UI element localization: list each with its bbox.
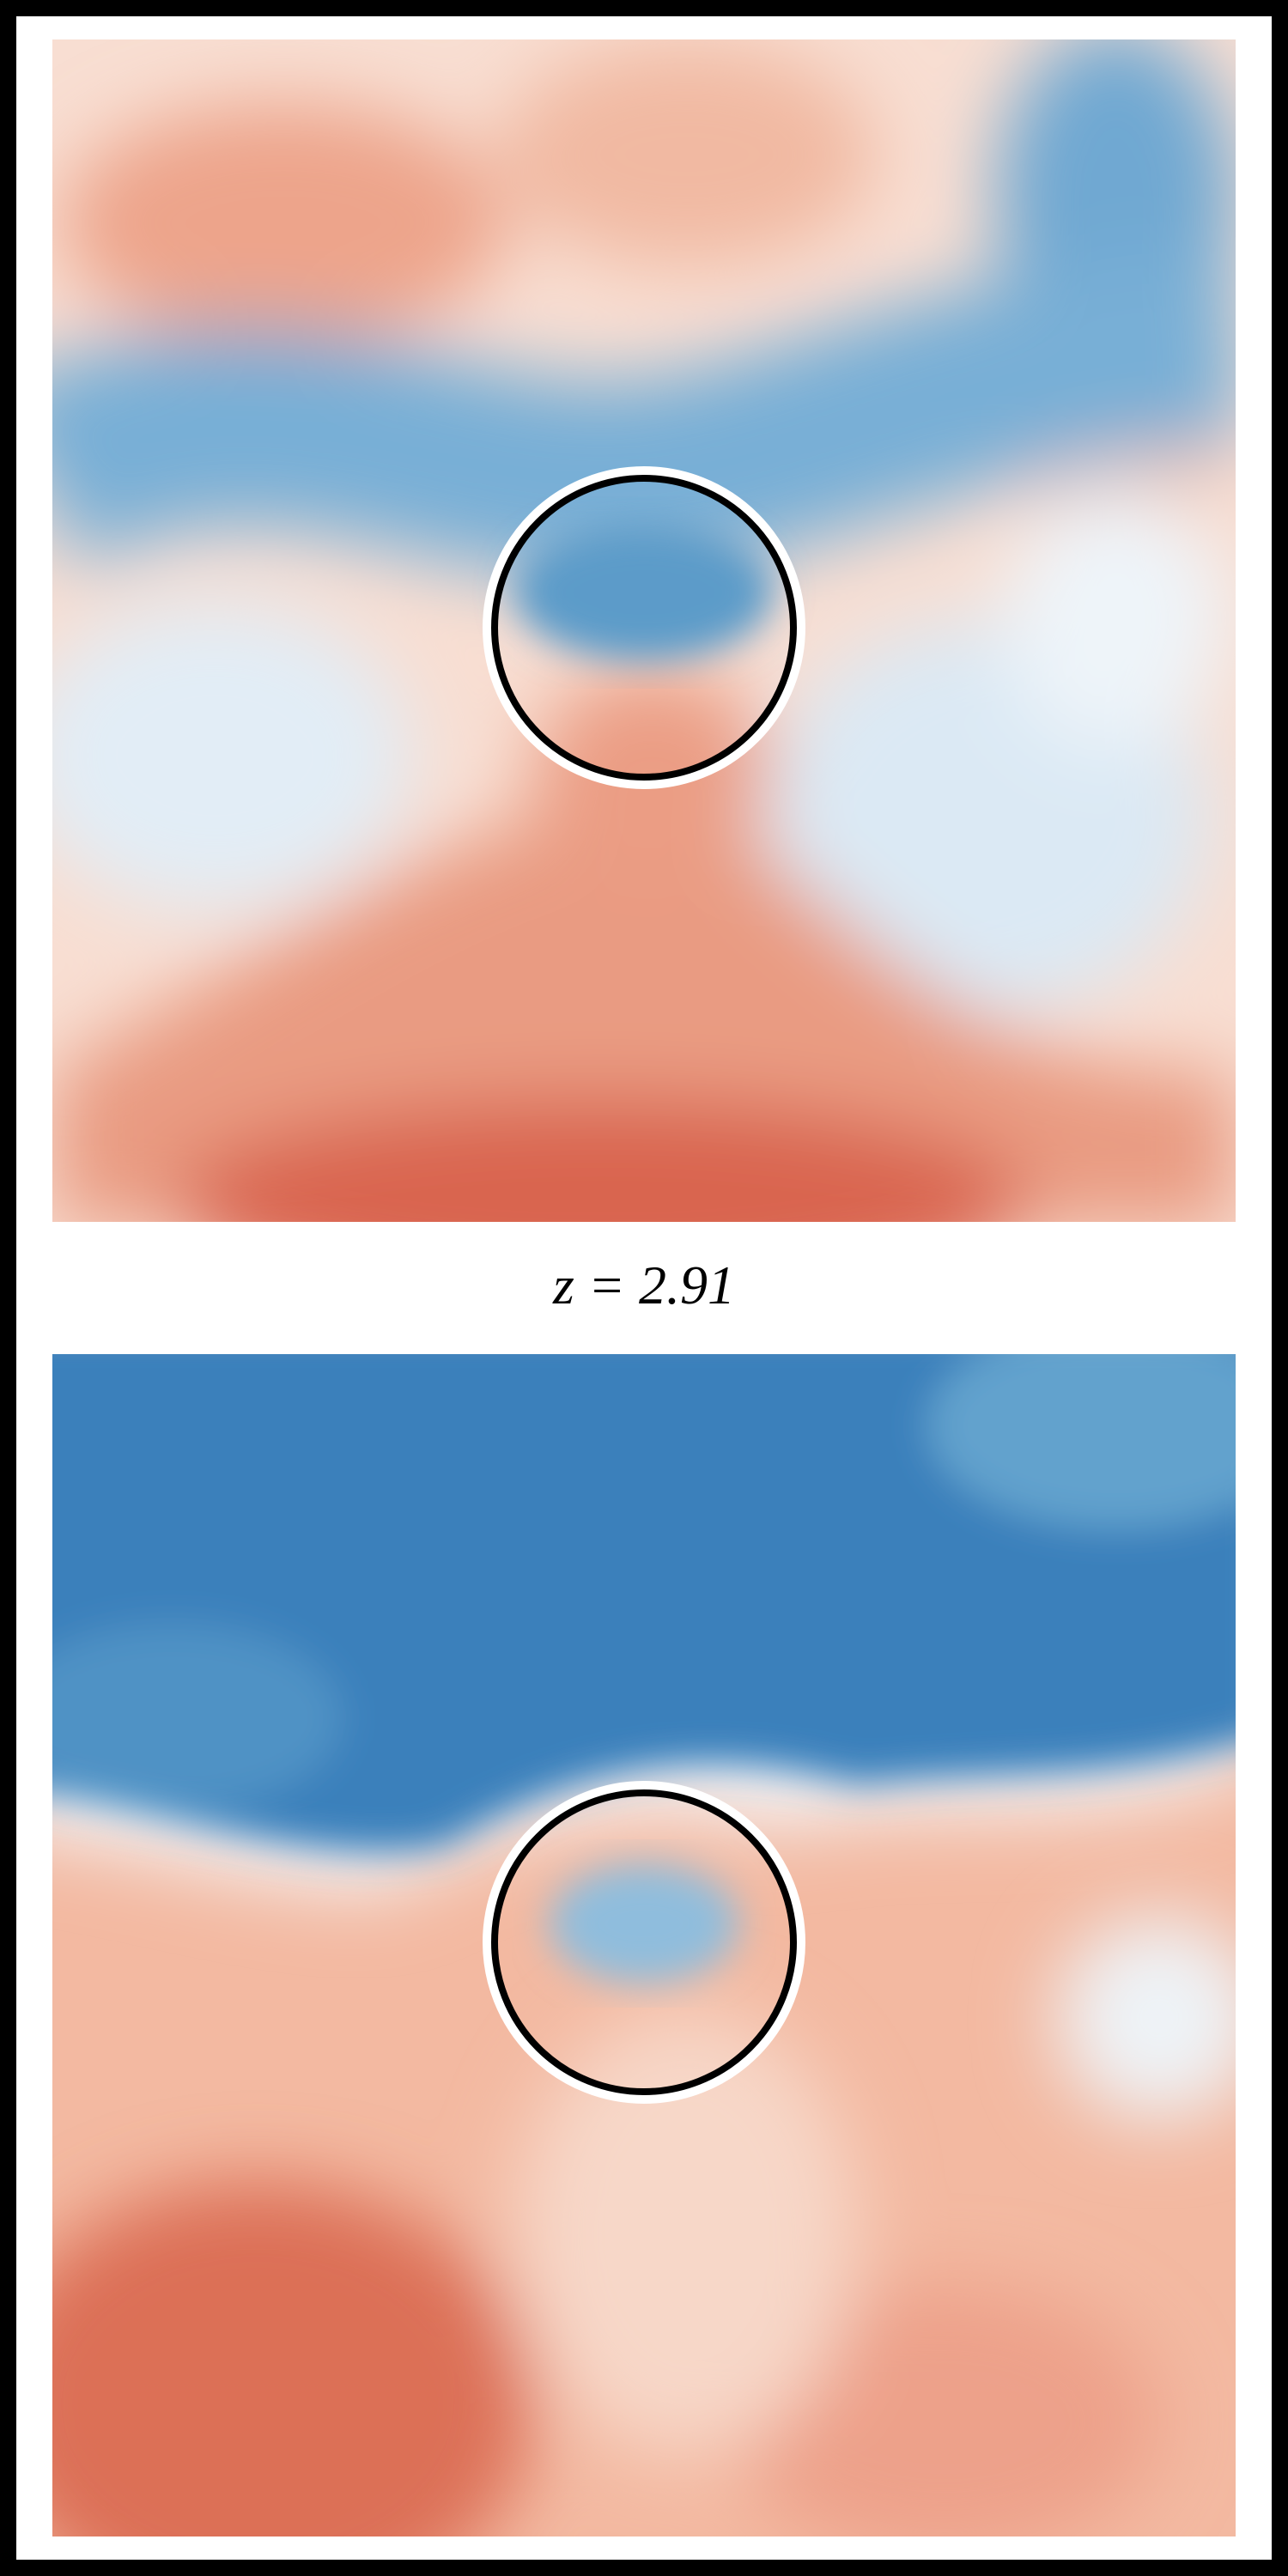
circle-halo [483, 1781, 805, 2104]
heatmap-top [52, 39, 1236, 1222]
circle [491, 475, 797, 781]
heatmap-bottom [52, 1354, 1236, 2537]
circle [491, 1789, 797, 2095]
caption: z = 2.91 [552, 1255, 735, 1315]
circle-halo [483, 466, 805, 789]
